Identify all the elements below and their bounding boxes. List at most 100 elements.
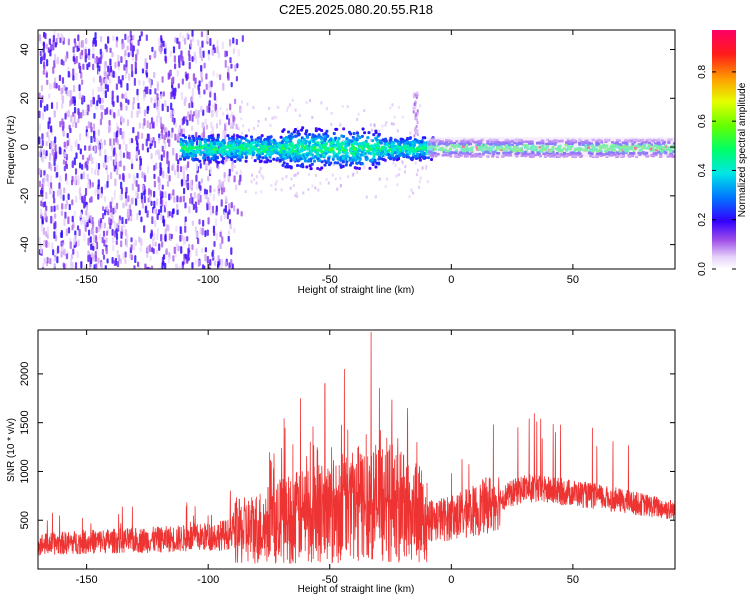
heat-cell	[179, 196, 182, 203]
heat-cell	[332, 132, 336, 136]
heat-cell	[212, 70, 215, 77]
heat-cell	[89, 215, 92, 221]
heat-cell	[149, 143, 152, 149]
heat-cell	[174, 90, 177, 97]
heat-cell	[83, 265, 87, 269]
heat-cell	[63, 165, 66, 172]
heat-cell	[109, 58, 112, 66]
heat-cell	[66, 140, 69, 147]
heat-cell	[71, 215, 74, 223]
heat-cell	[297, 138, 301, 142]
heat-cell	[416, 168, 419, 172]
heat-cell	[164, 191, 167, 199]
heat-cell	[282, 149, 286, 153]
heat-cell	[374, 131, 378, 135]
heat-cell	[195, 174, 198, 182]
heat-cell	[191, 87, 195, 96]
heat-cell	[217, 190, 220, 194]
heat-cell	[347, 141, 351, 145]
heat-cell	[368, 166, 372, 170]
heat-cell	[289, 186, 292, 190]
heat-cell	[268, 106, 271, 110]
heat-cell	[425, 164, 428, 168]
heat-cell	[320, 128, 324, 132]
heat-cell	[311, 134, 315, 138]
heat-cell	[325, 107, 328, 111]
heat-cell	[88, 145, 91, 151]
heat-cell	[376, 146, 380, 150]
heat-cell	[172, 46, 176, 54]
heat-cell	[106, 205, 109, 212]
heat-cell	[97, 129, 100, 136]
heat-cell	[339, 165, 343, 169]
heat-cell	[195, 137, 199, 141]
heat-cell	[296, 194, 299, 198]
heat-cell	[83, 233, 86, 242]
heat-cell	[160, 234, 163, 242]
heat-cell	[207, 176, 210, 182]
heat-cell	[384, 149, 388, 153]
heat-cell	[205, 73, 208, 80]
heat-cell	[421, 166, 424, 170]
heat-cell	[179, 234, 182, 242]
heat-cell	[72, 68, 75, 76]
heat-cell	[65, 200, 69, 206]
heat-cell	[164, 262, 167, 269]
heat-cell	[102, 230, 106, 237]
heat-cell	[281, 143, 285, 147]
spectrogram-x-axis-label: Height of straight line (km)	[298, 285, 415, 296]
heat-cell	[146, 86, 149, 95]
heat-cell	[200, 71, 203, 78]
heat-cell	[298, 150, 302, 154]
heat-cell	[208, 202, 211, 211]
heat-cell	[415, 151, 418, 155]
heat-cell	[174, 122, 177, 128]
heat-cell	[337, 151, 341, 155]
heat-cell	[117, 75, 121, 84]
heat-cell	[346, 105, 349, 109]
heat-cell	[281, 157, 285, 161]
heat-cell	[124, 33, 127, 41]
heat-cell	[395, 139, 399, 143]
heat-cell	[60, 58, 63, 66]
heat-cell	[263, 141, 267, 145]
heat-cell	[307, 144, 311, 148]
heat-cell	[267, 142, 271, 146]
heat-cell	[414, 161, 417, 165]
heat-cell	[227, 72, 230, 81]
heat-cell	[219, 106, 222, 110]
heat-cell	[191, 244, 194, 250]
heat-cell	[238, 151, 242, 155]
heat-cell	[184, 140, 188, 144]
heat-cell	[354, 156, 358, 160]
heat-cell	[52, 35, 56, 43]
heat-cell	[236, 157, 240, 161]
heat-cell	[396, 183, 399, 187]
heat-cell	[275, 116, 278, 120]
heat-cell	[416, 129, 419, 133]
heat-cell	[204, 118, 207, 125]
heat-cell	[228, 178, 231, 182]
x-tick-label: -100	[197, 274, 219, 286]
heat-cell	[38, 151, 41, 158]
heat-cell	[71, 261, 74, 269]
heat-cell	[142, 184, 145, 192]
heat-cell	[71, 224, 74, 231]
heat-cell	[292, 158, 296, 162]
heat-cell	[143, 195, 146, 203]
heat-cell	[263, 145, 267, 149]
heat-cell	[60, 210, 63, 216]
heat-cell	[80, 112, 83, 119]
heat-cell	[328, 148, 332, 152]
heat-cell	[227, 117, 231, 126]
heat-cell	[121, 74, 124, 81]
heat-cell	[182, 153, 186, 157]
heat-cell	[43, 170, 46, 176]
heat-cell	[216, 46, 219, 54]
heat-cell	[296, 126, 299, 130]
heat-cell	[200, 31, 204, 38]
heat-cell	[122, 173, 125, 181]
heat-cell	[200, 77, 204, 83]
heat-cell	[100, 261, 103, 269]
heat-cell	[134, 198, 138, 206]
